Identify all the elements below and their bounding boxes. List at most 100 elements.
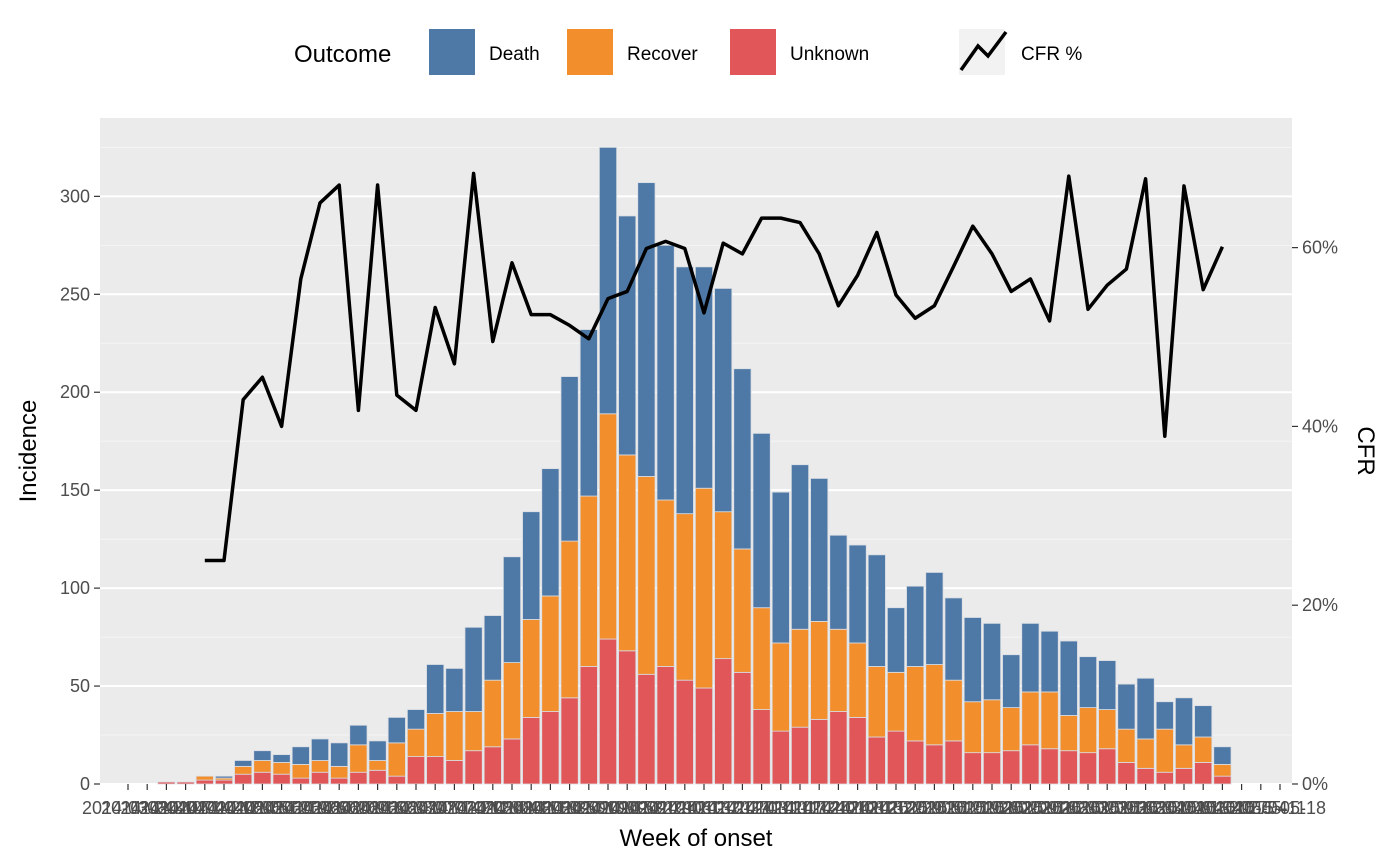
bar-death <box>234 760 253 767</box>
bars <box>157 146 1232 785</box>
bar-unknown <box>771 730 790 785</box>
legend-key-unknown <box>730 29 776 75</box>
x-tick-label: 2015-03-30 <box>1100 798 1192 818</box>
bar-unknown <box>675 679 694 785</box>
bar-death <box>656 244 675 501</box>
x-tick-label: 2014-08-25 <box>504 798 596 818</box>
x-tick-label: 2014-07-07 <box>370 798 462 818</box>
bar-unknown <box>1136 767 1155 785</box>
bar-death <box>675 266 694 515</box>
bar-death <box>368 740 387 761</box>
bar-recover <box>502 662 522 740</box>
x-tick-label: 2014-12-22 <box>831 798 923 818</box>
legend-key-recover <box>567 29 613 75</box>
x-axis-title: Week of onset <box>620 825 773 852</box>
bar-recover <box>810 621 829 720</box>
x-tick-label: 2015-02-16 <box>984 798 1076 818</box>
bar-death <box>944 597 963 681</box>
x-tick-label: 2015-05-18 <box>1234 798 1326 818</box>
bar-unknown <box>502 738 522 785</box>
bar-unknown <box>1155 771 1174 785</box>
bar-recover <box>1040 691 1059 750</box>
y-tick-label: 200 <box>60 382 90 402</box>
bar-recover <box>886 671 906 732</box>
bar-unknown <box>330 777 349 785</box>
x-tick-label: 2014-10-06 <box>620 798 712 818</box>
x-tick-label: 2015-01-26 <box>927 798 1019 818</box>
bar-unknown <box>579 666 598 785</box>
bar-death <box>522 511 541 620</box>
cfr-line-layer <box>204 171 1224 563</box>
bar-unknown <box>618 650 637 785</box>
bar-death <box>598 146 618 415</box>
bar-unknown <box>157 781 176 785</box>
bar-unknown <box>829 711 848 785</box>
bar-unknown <box>886 730 906 785</box>
bar-recover <box>541 595 560 712</box>
bar-recover <box>1174 744 1194 769</box>
legend-label-recover: Recover <box>627 44 698 65</box>
y-tick-label: 300 <box>60 186 90 206</box>
bar-death <box>733 368 752 550</box>
bar-death <box>848 544 867 644</box>
bar-death <box>387 717 406 744</box>
bar-recover <box>733 548 752 673</box>
bar-unknown <box>464 750 483 785</box>
bar-death <box>214 775 234 779</box>
x-tick-label: 2014-09-15 <box>562 798 654 818</box>
bar-death <box>1098 660 1117 710</box>
bar-recover <box>675 513 694 681</box>
bar-unknown <box>790 726 810 785</box>
cfr-line <box>204 171 1224 563</box>
bar-recover <box>579 495 598 667</box>
bar-recover <box>829 628 848 712</box>
x-tick-label: 2014-04-21 <box>159 798 251 818</box>
bar-recover <box>1021 691 1040 746</box>
y-tick-label: 250 <box>60 284 90 304</box>
bar-death <box>541 468 560 597</box>
bar-unknown <box>1117 762 1136 785</box>
bar-unknown <box>349 771 368 785</box>
x-tick-label: 2014-07-14 <box>389 798 481 818</box>
bar-unknown <box>867 736 886 785</box>
bar-unknown <box>406 756 426 785</box>
bar-recover <box>291 764 310 779</box>
bar-recover <box>426 713 445 757</box>
bar-unknown <box>195 779 214 785</box>
y-tick-label: 50 <box>70 676 90 696</box>
bar-recover <box>1155 728 1174 773</box>
x-tick-label: 2014-10-27 <box>677 798 769 818</box>
bar-unknown <box>694 687 714 785</box>
bar-unknown <box>810 718 829 785</box>
bar-unknown <box>541 711 560 785</box>
bar-unknown <box>368 769 387 785</box>
bar-recover <box>906 666 925 742</box>
y-tick-label: 150 <box>60 480 90 500</box>
bar-death <box>752 432 771 609</box>
bar-death <box>349 724 368 746</box>
x-tick-label: 2015-04-27 <box>1176 798 1268 818</box>
bar-recover <box>195 775 214 781</box>
bar-recover <box>1136 738 1155 769</box>
x-tick-label: 2015-03-02 <box>1023 798 1115 818</box>
legend-label-death: Death <box>489 44 540 65</box>
bar-death <box>445 668 464 712</box>
bar-unknown <box>752 709 771 785</box>
x-tick-label: 2014-06-09 <box>293 798 385 818</box>
bar-recover <box>464 711 483 752</box>
bar-unknown <box>1040 748 1059 785</box>
bar-recover <box>1213 764 1232 777</box>
bar-recover <box>944 679 963 742</box>
x-tick-label: 2014-03-31 <box>101 798 193 818</box>
bar-death <box>1136 677 1155 740</box>
bar-recover <box>1098 709 1117 750</box>
bar-recover <box>637 476 656 675</box>
x-tick-label: 2015-03-16 <box>1061 798 1153 818</box>
x-tick-label: 2014-04-28 <box>178 798 270 818</box>
bar-recover <box>1194 736 1213 763</box>
axes: 0501001502002503000%20%40%60%2014-03-242… <box>60 186 1338 818</box>
x-tick-label: 2015-01-12 <box>888 798 980 818</box>
bar-death <box>771 491 790 644</box>
x-tick-label: 2014-05-19 <box>236 798 328 818</box>
legend-label-cfr: CFR % <box>1021 44 1082 65</box>
